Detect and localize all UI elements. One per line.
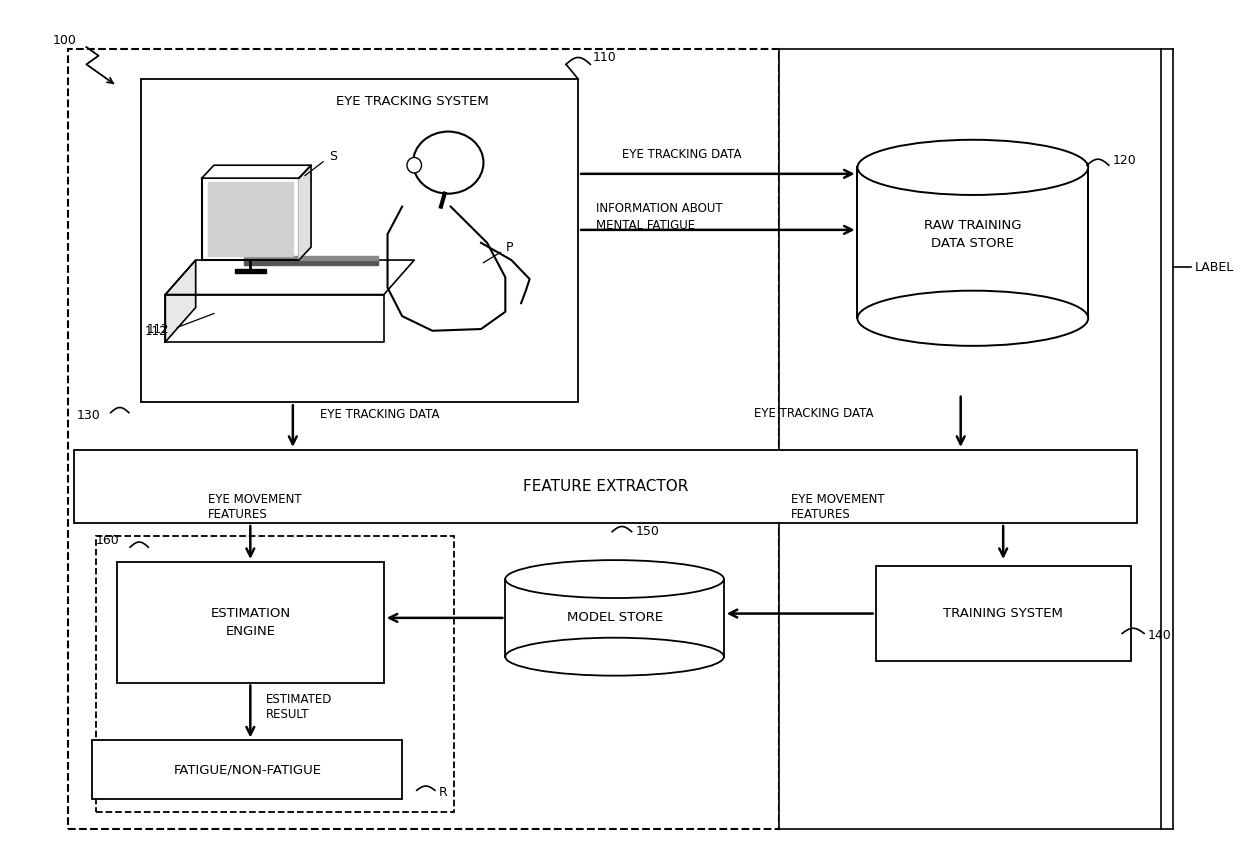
Text: 100: 100 [52, 34, 77, 47]
Text: FEATURES: FEATURES [791, 509, 851, 522]
Text: FEATURES: FEATURES [208, 509, 268, 522]
Text: EYE MOVEMENT: EYE MOVEMENT [791, 493, 884, 506]
Text: LABEL: LABEL [1195, 261, 1234, 274]
Bar [506, 579, 724, 657]
Bar [68, 48, 779, 830]
Text: RESULT: RESULT [267, 708, 310, 721]
Bar [93, 740, 402, 799]
Polygon shape [299, 165, 311, 260]
Text: 110: 110 [593, 51, 616, 64]
Text: 130: 130 [77, 409, 100, 422]
Text: 120: 120 [1112, 154, 1136, 168]
Text: 112: 112 [148, 323, 170, 336]
Text: P: P [506, 240, 513, 253]
Bar [74, 450, 1137, 523]
Text: FATIGUE/NON-FATIGUE: FATIGUE/NON-FATIGUE [174, 763, 321, 776]
Text: 150: 150 [635, 525, 660, 538]
Polygon shape [202, 178, 299, 260]
Ellipse shape [506, 638, 724, 676]
Text: 160: 160 [97, 534, 120, 547]
Polygon shape [208, 183, 293, 256]
Bar [117, 562, 384, 682]
Text: RAW TRAINING
DATA STORE: RAW TRAINING DATA STORE [924, 219, 1022, 250]
Text: TRAINING SYSTEM: TRAINING SYSTEM [944, 607, 1063, 620]
Polygon shape [165, 295, 384, 342]
Polygon shape [165, 260, 414, 295]
Text: ESTIMATED: ESTIMATED [267, 693, 332, 706]
Text: ESTIMATION
ENGINE: ESTIMATION ENGINE [211, 606, 290, 638]
Bar [141, 79, 578, 402]
Ellipse shape [858, 140, 1089, 195]
Text: S: S [330, 151, 337, 163]
Bar [875, 567, 1131, 661]
Text: FEATURE EXTRACTOR: FEATURE EXTRACTOR [523, 479, 688, 494]
Bar [779, 48, 1161, 830]
Text: R: R [439, 785, 448, 798]
Polygon shape [202, 165, 311, 178]
Bar [858, 167, 1089, 318]
Text: EYE TRACKING DATA: EYE TRACKING DATA [621, 148, 742, 161]
Text: 112: 112 [145, 325, 167, 338]
Ellipse shape [506, 561, 724, 598]
Polygon shape [234, 269, 267, 273]
Text: EYE TRACKING SYSTEM: EYE TRACKING SYSTEM [336, 94, 489, 107]
Text: MENTAL FATIGUE: MENTAL FATIGUE [596, 219, 696, 232]
Text: MODEL STORE: MODEL STORE [567, 612, 662, 625]
Polygon shape [244, 260, 378, 266]
Ellipse shape [858, 291, 1089, 346]
Text: EYE MOVEMENT: EYE MOVEMENT [208, 493, 301, 506]
Ellipse shape [413, 131, 484, 194]
Polygon shape [165, 260, 196, 342]
Text: EYE TRACKING DATA: EYE TRACKING DATA [754, 407, 874, 420]
Text: EYE TRACKING DATA: EYE TRACKING DATA [320, 408, 439, 421]
Bar [97, 536, 454, 812]
Ellipse shape [407, 157, 422, 173]
Text: INFORMATION ABOUT: INFORMATION ABOUT [596, 202, 723, 215]
Text: 140: 140 [1148, 629, 1172, 642]
Polygon shape [244, 256, 378, 260]
